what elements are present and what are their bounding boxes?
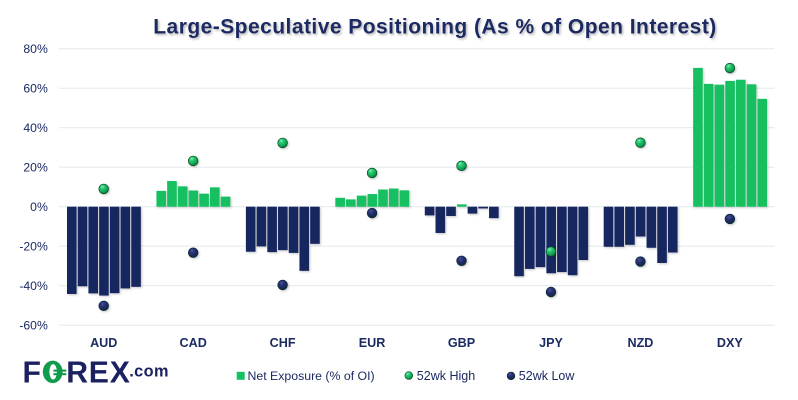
svg-text:0%: 0% [30,200,48,214]
svg-text:JPY: JPY [539,336,563,350]
svg-text:-20%: -20% [19,240,48,254]
svg-text:-60%: -60% [19,319,48,333]
svg-text:GBP: GBP [448,336,475,350]
svg-text:AUD: AUD [90,336,117,350]
svg-text:.com: .com [129,363,169,381]
svg-text:NZD: NZD [627,336,653,350]
svg-text:F: F [23,357,41,390]
svg-text:CAD: CAD [180,336,207,350]
svg-text:CHF: CHF [270,336,296,350]
svg-text:EUR: EUR [359,336,386,350]
svg-text:Net Exposure (% of OI): Net Exposure (% of OI) [248,369,375,383]
svg-text:-40%: -40% [19,279,48,293]
svg-text:DXY: DXY [717,336,743,350]
svg-text:52wk Low: 52wk Low [519,369,576,383]
svg-text:40%: 40% [23,121,48,135]
svg-text:Large-Speculative Positioning: Large-Speculative Positioning (As % of O… [153,15,716,38]
svg-text:80%: 80% [23,42,48,56]
svg-text:20%: 20% [23,161,48,175]
svg-text:REX: REX [66,357,130,390]
svg-text:60%: 60% [23,82,48,96]
svg-text:52wk High: 52wk High [417,369,475,383]
